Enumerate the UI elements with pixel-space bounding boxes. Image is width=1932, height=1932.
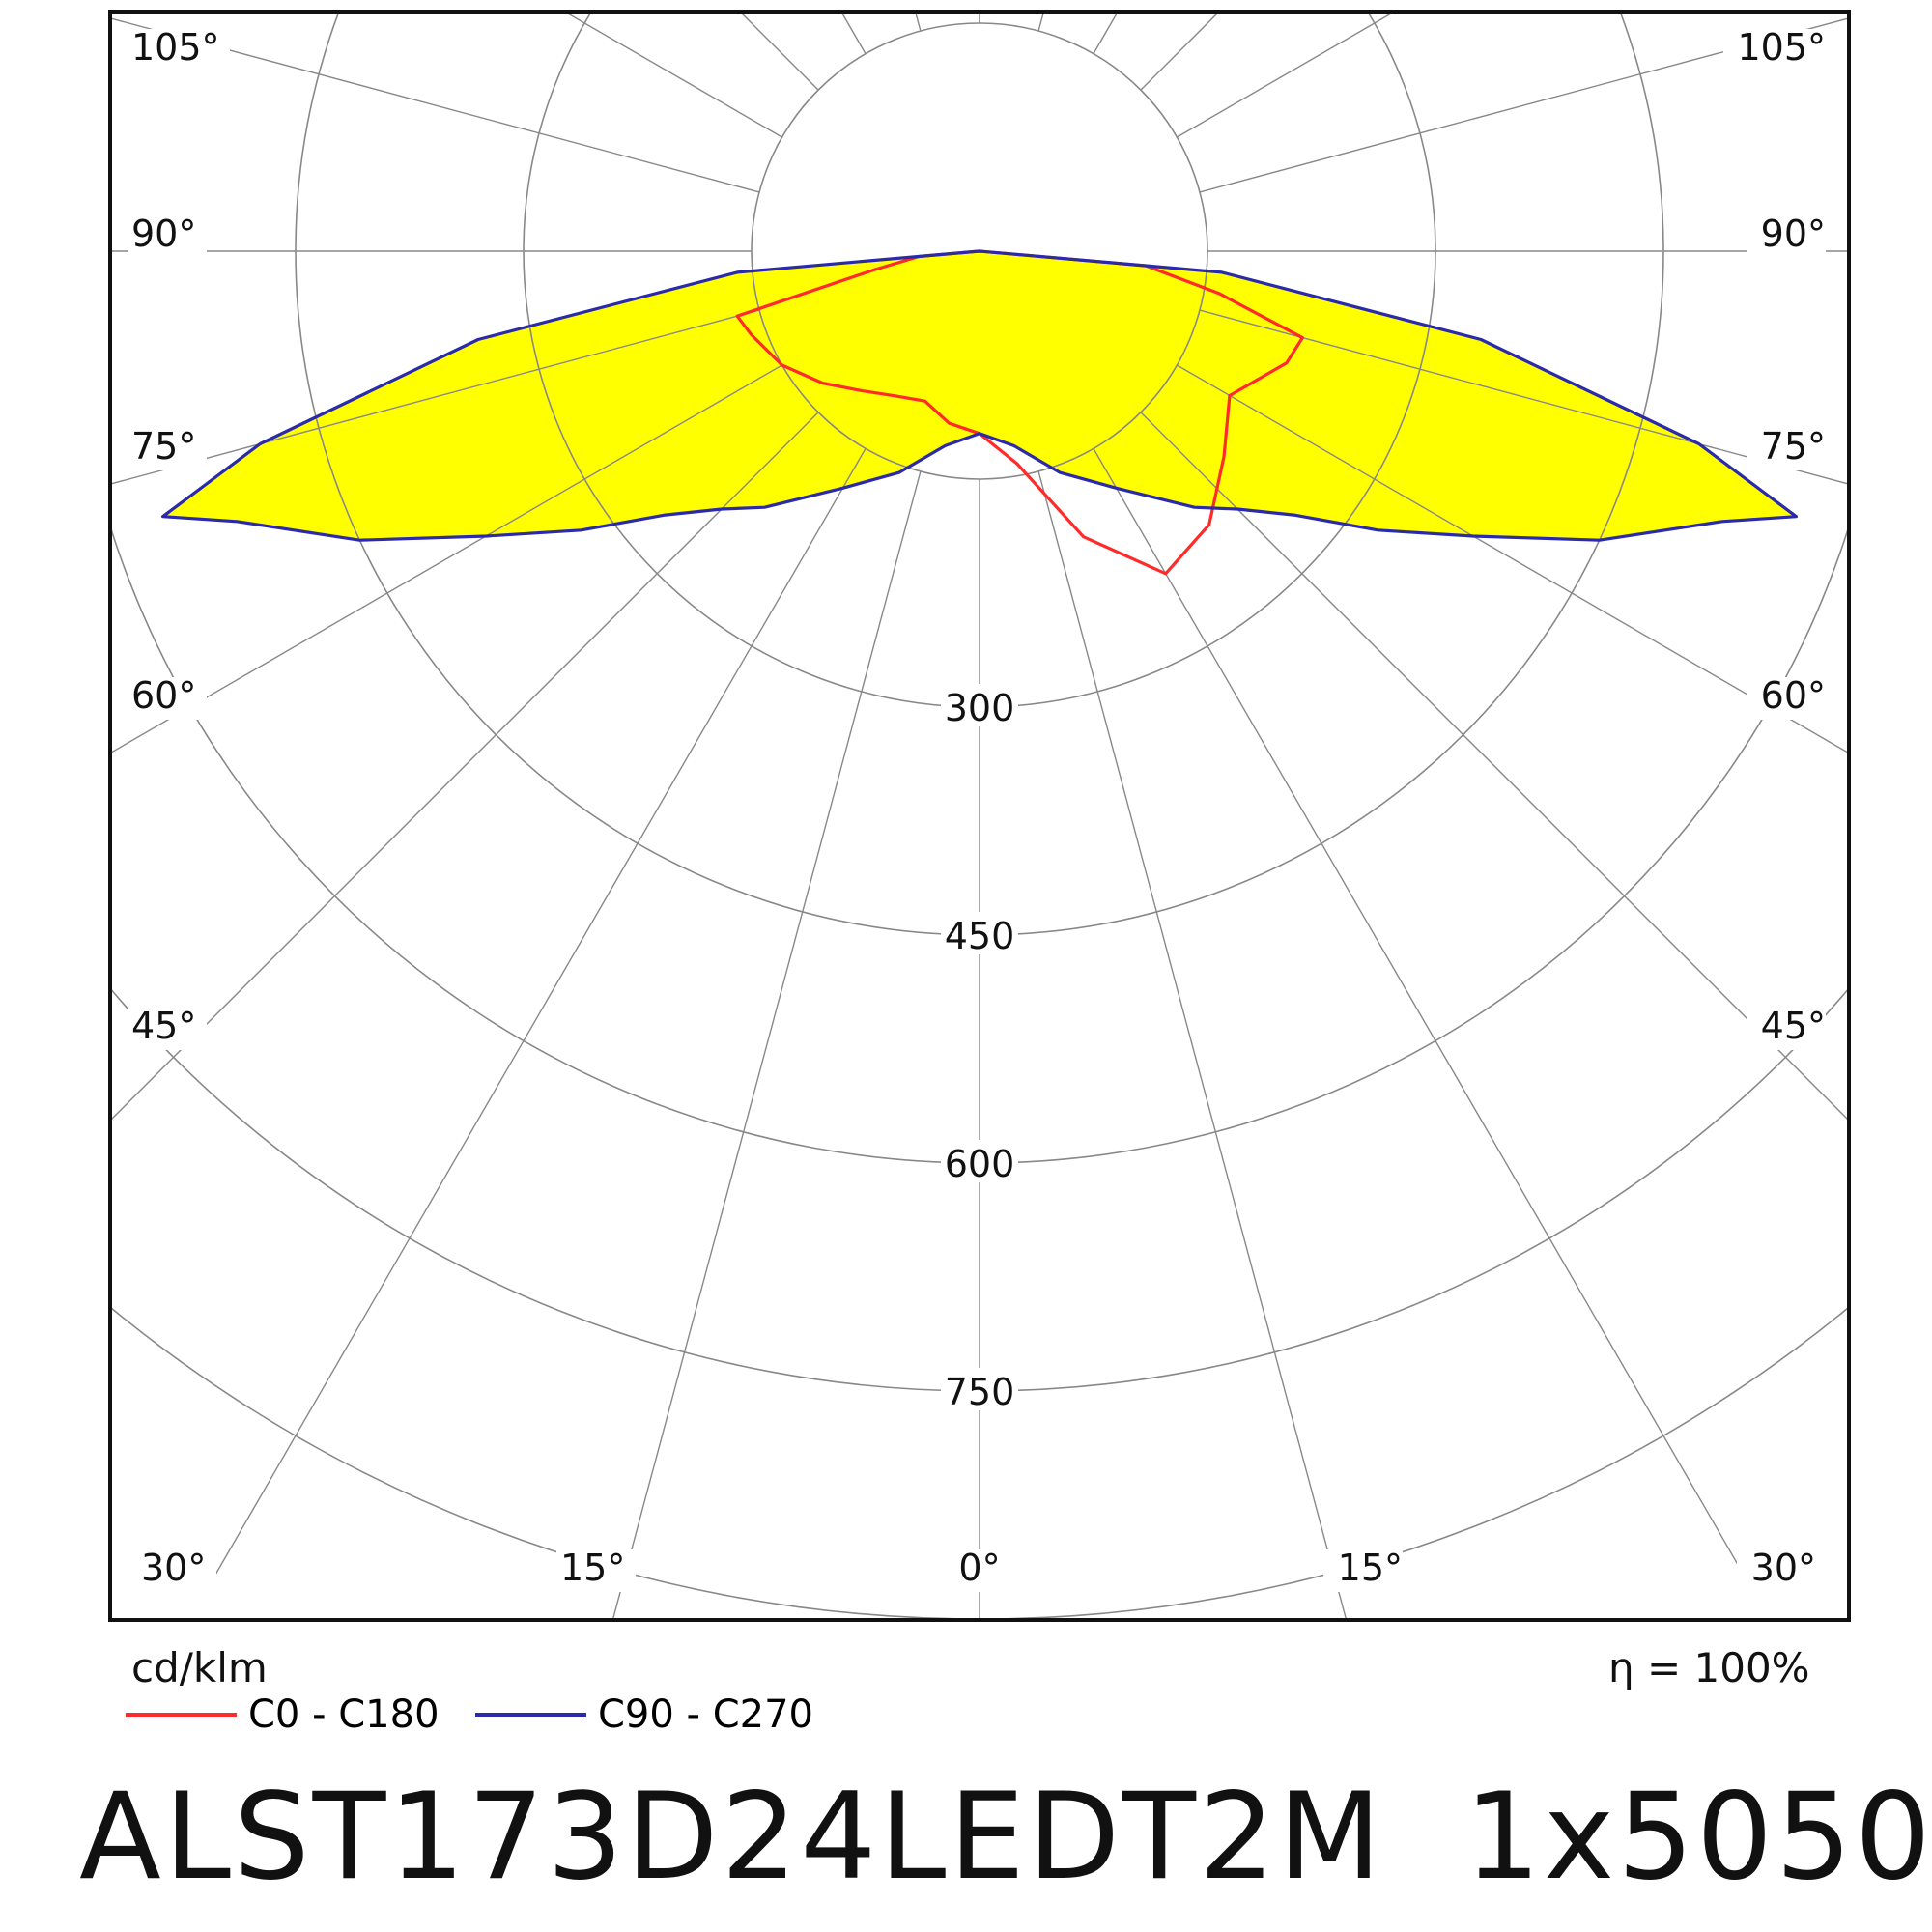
angle-label-left-bg bbox=[128, 29, 230, 71]
angle-label-right-bg bbox=[1737, 1549, 1816, 1592]
angle-label-right-bg bbox=[1747, 215, 1826, 258]
efficiency-label: η = 100% bbox=[1608, 1644, 1810, 1691]
angle-label-left-bg bbox=[128, 215, 207, 258]
angle-label-left-bg bbox=[128, 1008, 207, 1050]
grid-spoke bbox=[1037, 470, 1348, 1620]
radial-tick-bg bbox=[941, 1140, 1018, 1182]
angle-label-left: 15° bbox=[560, 1547, 625, 1589]
angle-label-right-bg bbox=[1723, 29, 1826, 71]
angle-label-right-bg bbox=[1747, 428, 1826, 470]
angle-label-left: 105° bbox=[131, 26, 220, 69]
plot-frame bbox=[108, 10, 1851, 1622]
grid-spoke bbox=[206, 448, 867, 1590]
unit-label: cd/klm bbox=[131, 1644, 268, 1691]
legend-swatch-blue bbox=[475, 1713, 586, 1717]
grid-spoke bbox=[110, 309, 760, 485]
grid-spoke bbox=[1093, 12, 1119, 54]
angle-label-right-bg bbox=[1747, 677, 1826, 720]
legend-item-c90: C90 - C270 bbox=[475, 1690, 813, 1739]
angle-label-left: 60° bbox=[131, 674, 196, 717]
angle-label-right-bg bbox=[1323, 1549, 1403, 1592]
grid-spoke bbox=[1093, 448, 1753, 1590]
angle-label-bottom-bg bbox=[952, 1549, 1008, 1592]
radial-tick-bg bbox=[941, 1368, 1018, 1410]
angle-label-bottom: 0° bbox=[958, 1547, 1000, 1589]
angle-label-left: 75° bbox=[131, 425, 196, 468]
legend-label-c90: C90 - C270 bbox=[598, 1692, 813, 1737]
radial-tick-label: 300 bbox=[945, 687, 1015, 729]
angle-label-left: 30° bbox=[141, 1547, 206, 1589]
radial-tick-label: 750 bbox=[945, 1371, 1015, 1413]
grid-spoke bbox=[1037, 12, 1045, 32]
legend-swatch-red bbox=[126, 1713, 237, 1717]
angle-label-right: 15° bbox=[1338, 1547, 1403, 1589]
angle-label-left-bg bbox=[128, 677, 207, 720]
angle-label-right: 30° bbox=[1751, 1547, 1816, 1589]
grid-spoke bbox=[1199, 309, 1849, 485]
grid-spoke bbox=[110, 364, 782, 754]
grid-spoke bbox=[1199, 17, 1849, 193]
angle-label-right-bg bbox=[1747, 1008, 1826, 1050]
radial-tick-bg bbox=[941, 912, 1018, 954]
angle-label-left: 90° bbox=[131, 213, 196, 255]
grid-spoke bbox=[1177, 12, 1396, 138]
angle-label-right: 105° bbox=[1737, 26, 1826, 69]
radial-tick-label: 450 bbox=[945, 915, 1015, 957]
legend-label-c0: C0 - C180 bbox=[248, 1692, 440, 1737]
intensity-fill bbox=[162, 251, 1797, 541]
grid-spoke bbox=[840, 12, 867, 54]
angle-label-left-bg bbox=[128, 428, 207, 470]
angle-label-left-bg bbox=[556, 1549, 636, 1592]
grid-spoke bbox=[1140, 412, 1849, 1122]
product-package: 1x5050 bbox=[1464, 1768, 1932, 1907]
angle-label-left: 45° bbox=[131, 1005, 196, 1047]
series-curve-1 bbox=[161, 249, 1798, 542]
angle-label-right: 60° bbox=[1761, 674, 1826, 717]
grid-spoke bbox=[914, 12, 922, 32]
grid-spoke bbox=[110, 412, 819, 1122]
grid-spoke bbox=[563, 12, 782, 138]
radial-tick-label: 600 bbox=[945, 1143, 1015, 1185]
angle-label-left-bg bbox=[137, 1549, 216, 1592]
radial-tick-bg bbox=[941, 684, 1018, 726]
angle-label-right: 45° bbox=[1761, 1005, 1826, 1047]
grid-spoke bbox=[110, 17, 760, 193]
angle-label-right: 90° bbox=[1761, 213, 1826, 255]
grid-spoke bbox=[611, 470, 922, 1620]
legend-item-c0: C0 - C180 bbox=[126, 1690, 440, 1739]
angle-label-right: 75° bbox=[1761, 425, 1826, 468]
product-model: ALST173D24LEDT2M bbox=[79, 1768, 1384, 1907]
